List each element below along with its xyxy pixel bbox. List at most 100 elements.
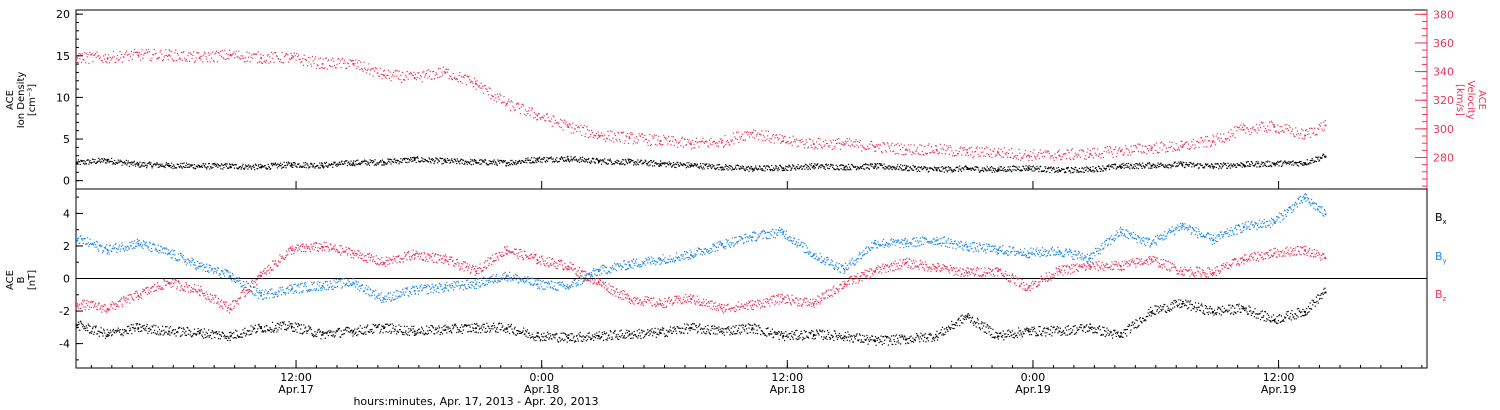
bx-sample (324, 337, 326, 339)
density-sample (333, 161, 335, 163)
density-sample (1231, 164, 1233, 166)
bx-sample (632, 334, 635, 336)
velocity-sample (115, 61, 117, 63)
density-sample (1142, 162, 1144, 164)
bx-sample (707, 329, 710, 331)
velocity-sample (256, 53, 258, 55)
velocity-sample (1153, 143, 1155, 146)
bx-sample (524, 330, 527, 332)
velocity-sample (250, 56, 252, 58)
density-sample (919, 170, 921, 173)
bx-sample (308, 328, 310, 330)
velocity-sample (1263, 125, 1265, 127)
density-sample (1211, 163, 1213, 166)
bx-sample (163, 329, 165, 331)
bx-sample (488, 327, 490, 330)
bx-sample (190, 331, 192, 333)
velocity-sample (564, 123, 567, 125)
bx-sample (733, 333, 735, 335)
velocity-sample (1076, 156, 1078, 158)
velocity-sample (745, 132, 747, 134)
bx-sample (97, 330, 99, 332)
density-sample (236, 167, 238, 169)
density-sample (302, 165, 304, 167)
density-sample (820, 167, 822, 169)
density-point (290, 164, 293, 166)
velocity-sample (139, 52, 141, 54)
velocity-sample (477, 84, 479, 86)
bx-sample (173, 333, 175, 335)
velocity-sample (972, 157, 974, 159)
density-sample (1066, 166, 1068, 169)
velocity-sample (942, 147, 944, 149)
density-sample (1051, 169, 1053, 171)
velocity-sample (214, 53, 216, 55)
bx-sample (342, 333, 344, 335)
velocity-sample (1132, 150, 1134, 153)
density-sample (955, 167, 957, 169)
velocity-sample (94, 54, 96, 56)
velocity-sample (604, 140, 607, 142)
bx-sample (637, 337, 639, 339)
velocity-sample (756, 134, 758, 136)
velocity-sample (855, 139, 857, 141)
velocity-sample (614, 134, 616, 137)
velocity-sample (746, 130, 748, 133)
density-sample (1167, 164, 1169, 166)
density-sample (1161, 164, 1163, 166)
velocity-point (1089, 153, 1092, 155)
density-sample (506, 162, 508, 164)
density-sample (314, 166, 317, 168)
bx-sample (679, 327, 681, 330)
velocity-sample (1207, 140, 1209, 142)
velocity-sample (1267, 125, 1269, 127)
velocity-sample (1157, 152, 1159, 154)
bx-sample (553, 334, 555, 336)
velocity-sample (672, 136, 675, 138)
velocity-sample (466, 75, 468, 77)
bx-sample (225, 335, 227, 338)
velocity-sample (561, 119, 563, 122)
density-sample (999, 166, 1001, 168)
velocity-sample (1115, 155, 1118, 158)
bx-sample (236, 334, 239, 336)
bx-sample (130, 324, 132, 326)
density-sample (206, 166, 209, 168)
density-sample (927, 167, 929, 169)
density-sample (512, 163, 514, 166)
velocity-point (137, 54, 140, 57)
density-sample (936, 170, 938, 172)
density-sample (96, 161, 98, 163)
density-sample (647, 163, 649, 165)
density-sample (531, 162, 533, 164)
velocity-sample (778, 137, 780, 139)
velocity-sample (505, 105, 507, 107)
bx-sample (230, 335, 232, 337)
density-sample (920, 166, 923, 168)
density-sample (1271, 166, 1273, 168)
bx-sample (135, 323, 137, 325)
density-sample (949, 167, 952, 169)
velocity-sample (532, 117, 535, 119)
bx-sample (647, 329, 649, 331)
density-sample (590, 160, 592, 162)
density-sample (1104, 168, 1106, 170)
velocity-sample (976, 146, 978, 148)
density-sample (876, 168, 878, 170)
velocity-sample (508, 98, 510, 100)
density-sample (155, 163, 158, 165)
velocity-sample (144, 52, 146, 54)
velocity-sample (750, 133, 752, 136)
velocity-sample (1219, 133, 1222, 135)
density-sample (664, 162, 666, 164)
density-sample (508, 161, 510, 164)
bx-sample (394, 328, 396, 330)
velocity-sample (121, 61, 124, 63)
velocity-sample (97, 55, 99, 57)
velocity-sample (1266, 131, 1268, 133)
density-sample (80, 159, 82, 161)
density-sample (133, 160, 135, 162)
density-sample (357, 159, 359, 161)
velocity-sample (291, 55, 293, 57)
density-sample (91, 158, 94, 160)
